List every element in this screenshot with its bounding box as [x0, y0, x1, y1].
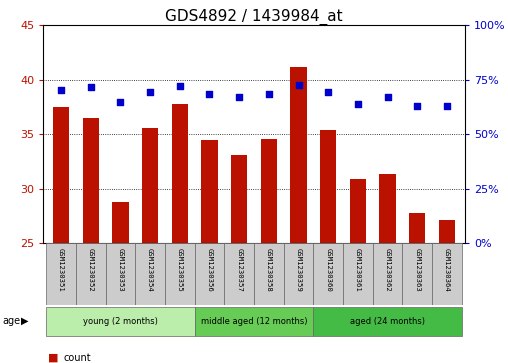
Point: [295, 82, 303, 88]
Bar: [142, 128, 158, 243]
Bar: [402, 243, 432, 305]
Bar: [112, 202, 129, 243]
Text: ■: ■: [48, 352, 59, 363]
Bar: [46, 306, 195, 336]
Bar: [439, 220, 455, 243]
Bar: [195, 306, 313, 336]
Bar: [409, 213, 426, 243]
Bar: [106, 243, 135, 305]
Point: [205, 91, 213, 97]
Bar: [379, 174, 396, 243]
Text: ▶: ▶: [21, 316, 29, 326]
Point: [87, 85, 95, 90]
Bar: [231, 155, 247, 243]
Point: [57, 87, 65, 93]
Text: aged (24 months): aged (24 months): [350, 317, 425, 326]
Text: GSM1230357: GSM1230357: [236, 248, 242, 292]
Bar: [261, 139, 277, 243]
Point: [443, 103, 451, 109]
Point: [265, 91, 273, 97]
Text: GSM1230353: GSM1230353: [117, 248, 123, 292]
Bar: [432, 243, 462, 305]
Bar: [135, 243, 165, 305]
Bar: [172, 104, 188, 243]
Text: GSM1230362: GSM1230362: [385, 248, 391, 292]
Point: [116, 99, 124, 105]
Text: GDS4892 / 1439984_at: GDS4892 / 1439984_at: [165, 9, 343, 25]
Bar: [373, 243, 402, 305]
Text: GSM1230363: GSM1230363: [415, 248, 420, 292]
Text: GSM1230359: GSM1230359: [296, 248, 302, 292]
Point: [413, 103, 421, 109]
Text: GSM1230361: GSM1230361: [355, 248, 361, 292]
Point: [384, 94, 392, 100]
Text: GSM1230358: GSM1230358: [266, 248, 272, 292]
Text: GSM1230355: GSM1230355: [177, 248, 183, 292]
Bar: [313, 306, 462, 336]
Bar: [254, 243, 283, 305]
Bar: [76, 243, 106, 305]
Point: [324, 89, 332, 95]
Bar: [46, 243, 76, 305]
Bar: [350, 179, 366, 243]
Bar: [201, 140, 217, 243]
Point: [176, 83, 184, 89]
Bar: [343, 243, 373, 305]
Bar: [320, 130, 336, 243]
Text: young (2 months): young (2 months): [83, 317, 158, 326]
Text: GSM1230360: GSM1230360: [325, 248, 331, 292]
Text: GSM1230356: GSM1230356: [206, 248, 212, 292]
Text: GSM1230351: GSM1230351: [58, 248, 64, 292]
Bar: [53, 107, 69, 243]
Point: [235, 94, 243, 100]
Text: GSM1230364: GSM1230364: [444, 248, 450, 292]
Bar: [195, 243, 225, 305]
Text: middle aged (12 months): middle aged (12 months): [201, 317, 307, 326]
Point: [354, 101, 362, 107]
Bar: [225, 243, 254, 305]
Bar: [291, 67, 307, 243]
Bar: [313, 243, 343, 305]
Text: age: age: [3, 316, 21, 326]
Bar: [283, 243, 313, 305]
Point: [146, 89, 154, 95]
Bar: [165, 243, 195, 305]
Text: GSM1230352: GSM1230352: [88, 248, 93, 292]
Bar: [82, 118, 99, 243]
Text: GSM1230354: GSM1230354: [147, 248, 153, 292]
Text: count: count: [64, 352, 91, 363]
